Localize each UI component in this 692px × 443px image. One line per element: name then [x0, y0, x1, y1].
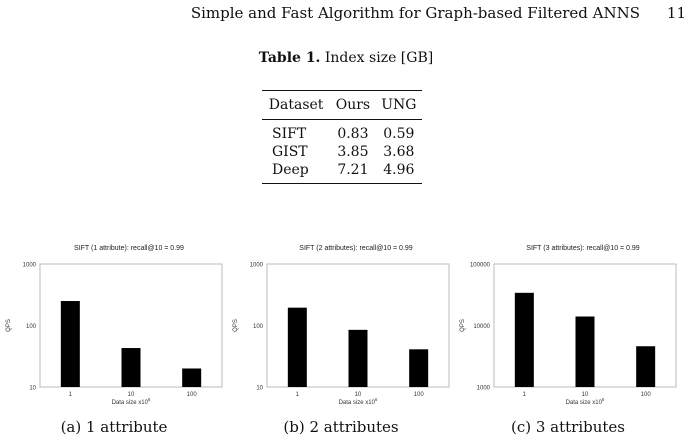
subfigure-caption: (b) 2 attributes: [283, 418, 399, 436]
table-cell-dataset: SIFT: [272, 126, 307, 142]
y-axis-label: QPS: [460, 319, 466, 332]
bar: [348, 329, 368, 387]
page-number: 11: [666, 4, 686, 22]
bar: [60, 301, 80, 387]
y-tick-label: 100: [253, 324, 264, 330]
chart-title: SIFT (2 attributes): recall@10 = 0.99: [299, 245, 412, 252]
y-axis-label: QPS: [233, 319, 239, 332]
x-axis-label-exponent: 6: [602, 397, 605, 402]
column-header-ung: UNG: [381, 97, 417, 113]
chart-panel-1-attribute: SIFT (1 attribute): recall@10 = 0.99 10 10…: [2, 238, 226, 443]
x-tick-label: 100: [187, 392, 198, 398]
y-tick-label: 1000: [23, 263, 37, 269]
running-title: Simple and Fast Algorithm for Graph-base…: [190, 4, 640, 22]
bar: [182, 368, 202, 387]
table-cell-ung: 3.68: [383, 144, 415, 160]
x-tick-label: 10: [128, 392, 135, 398]
x-tick-label: 10: [355, 392, 362, 398]
x-tick-label: 100: [414, 392, 425, 398]
x-tick-label: 1: [296, 392, 300, 398]
table-cell-ours: 0.83: [337, 126, 369, 142]
qps-bar-chart: SIFT (3 attributes): recall@10 = 0.99 100…: [460, 245, 677, 406]
table-row: GIST 3.85 3.68: [262, 143, 422, 161]
table-row: Deep 7.21 4.96: [262, 161, 422, 184]
qps-bar-chart: SIFT (2 attributes): recall@10 = 0.99 10 1…: [233, 245, 450, 406]
x-axis-label: Data size x106: [112, 397, 151, 406]
y-tick-label: 100: [26, 324, 37, 330]
x-tick-label: 10: [582, 392, 589, 398]
chart-panel-2-attributes: SIFT (2 attributes): recall@10 = 0.99 10 1…: [229, 238, 453, 443]
x-tick-label: 1: [523, 392, 527, 398]
bar: [575, 316, 595, 387]
table-caption-label: Table 1.: [258, 50, 321, 66]
x-axis-label-exponent: 6: [148, 397, 151, 402]
bar: [636, 346, 656, 387]
subfigure-caption: (a) 1 attribute: [60, 418, 168, 436]
table-header-row: Dataset Ours UNG: [262, 90, 422, 120]
y-tick-label: 10000: [473, 324, 490, 330]
bar: [121, 348, 141, 387]
index-size-table: Dataset Ours UNG SIFT 0.83 0.59 GIST 3.8…: [262, 90, 422, 184]
y-tick-label: 1000: [477, 386, 491, 392]
y-tick-label: 1000: [250, 263, 264, 269]
bar: [287, 307, 307, 387]
x-axis-label-text: Data size x10: [112, 400, 149, 406]
table-caption-text: Index size [GB]: [320, 50, 434, 66]
chart-title: SIFT (1 attribute): recall@10 = 0.99: [74, 245, 184, 252]
y-tick-label: 10: [29, 386, 36, 392]
table-caption: Table 1. Index size [GB]: [0, 50, 692, 66]
x-axis-label-text: Data size x10: [339, 400, 376, 406]
table-cell-ung: 4.96: [383, 162, 415, 178]
qps-bar-chart: SIFT (1 attribute): recall@10 = 0.99 10 10…: [6, 245, 223, 406]
x-tick-label: 100: [641, 392, 652, 398]
x-axis-label: Data size x106: [566, 397, 605, 406]
x-axis-label: Data size x106: [339, 397, 378, 406]
table-cell-ung: 0.59: [383, 126, 415, 142]
table-cell-dataset: Deep: [272, 162, 309, 178]
column-header-dataset: Dataset: [268, 97, 324, 113]
chart-panel-3-attributes: SIFT (3 attributes): recall@10 = 0.99 100…: [456, 238, 680, 443]
y-tick-label: 10: [256, 386, 263, 392]
bar: [409, 349, 429, 387]
chart-title: SIFT (3 attributes): recall@10 = 0.99: [526, 245, 639, 252]
y-tick-label: 100000: [470, 263, 491, 269]
x-axis-label-exponent: 6: [375, 397, 378, 402]
y-axis-label: QPS: [6, 319, 12, 332]
table-cell-ours: 3.85: [337, 144, 369, 160]
table-row: SIFT 0.83 0.59: [262, 120, 422, 144]
subfigure-caption: (c) 3 attributes: [510, 418, 626, 436]
table-cell-ours: 7.21: [337, 162, 369, 178]
running-header: Simple and Fast Algorithm for Graph-base…: [0, 4, 692, 26]
column-header-ours: Ours: [335, 97, 371, 113]
x-tick-label: 1: [69, 392, 73, 398]
bar: [514, 292, 534, 387]
table-cell-dataset: GIST: [272, 144, 308, 160]
x-axis-label-text: Data size x10: [566, 400, 603, 406]
